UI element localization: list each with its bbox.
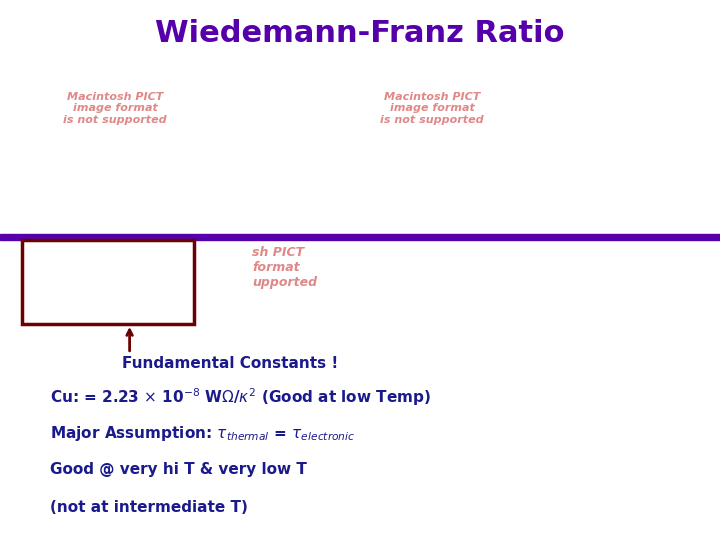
Bar — [22, 240, 194, 324]
Text: Cu: = 2.23 $\times$ 10$^{-8}$ W$\Omega$/$\kappa^{2}$ (Good at low Temp): Cu: = 2.23 $\times$ 10$^{-8}$ W$\Omega$/… — [50, 386, 431, 408]
Text: Macintosh PICT
image format
is not supported: Macintosh PICT image format is not suppo… — [380, 92, 484, 125]
Text: Fundamental Constants !: Fundamental Constants ! — [122, 356, 338, 372]
Text: Major Assumption: $\tau_{thermal}$ = $\tau_{electronic}$: Major Assumption: $\tau_{thermal}$ = $\t… — [50, 424, 356, 443]
Text: sh PICT
format
upported: sh PICT format upported — [252, 246, 317, 289]
Bar — [0, 234, 720, 240]
Text: (not at intermediate T): (not at intermediate T) — [50, 500, 248, 515]
Text: Macintosh PICT
image format
is not supported: Macintosh PICT image format is not suppo… — [63, 92, 167, 125]
Text: Good @ very hi T & very low T: Good @ very hi T & very low T — [50, 462, 307, 477]
Text: Wiedemann-Franz Ratio: Wiedemann-Franz Ratio — [156, 19, 564, 48]
